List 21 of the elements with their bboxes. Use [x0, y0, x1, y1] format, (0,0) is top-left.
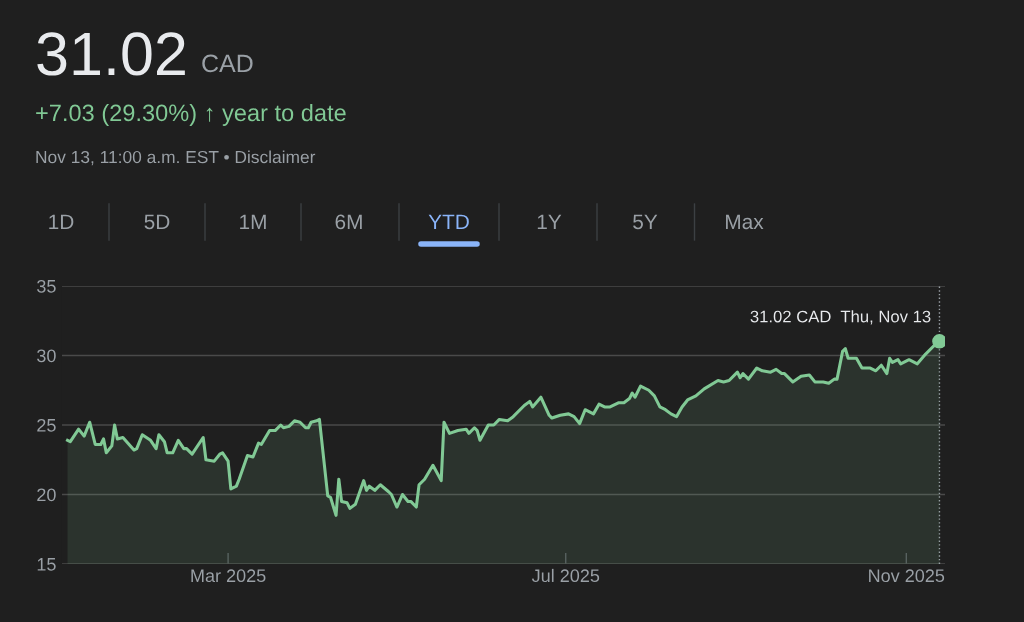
y-tick-label: 35: [37, 279, 56, 293]
text: CAD: [202, 54, 253, 73]
text: Nov 13, 11:00 a.m. EST • Disclaimer: [36, 150, 316, 166]
text: 1Y: [537, 214, 562, 229]
y-tick-label: 30: [37, 349, 56, 363]
chart-title: 31.02: [37, 32, 185, 76]
text: 5D: [144, 214, 170, 230]
text: 1D: [49, 214, 74, 229]
x-tick-label: Nov 2025: [869, 569, 945, 583]
text: 1M: [240, 214, 266, 229]
y-tick-label: 25: [37, 418, 56, 432]
ref-line-label: 31.02 CAD Thu, Nov 13: [750, 310, 931, 325]
y-tick-label: 20: [37, 488, 56, 502]
x-tick-label: Mar 2025: [191, 569, 266, 583]
text: 6M: [335, 214, 362, 230]
text: YTD: [428, 214, 469, 229]
text: 5Y: [633, 214, 658, 230]
chart-subtitle: +7.03 (29.30%) ↑ year to date: [36, 103, 346, 126]
x-tick-label: Jul 2025: [531, 568, 600, 583]
y-tick-label: 15: [37, 558, 56, 571]
text: Max: [726, 214, 764, 230]
